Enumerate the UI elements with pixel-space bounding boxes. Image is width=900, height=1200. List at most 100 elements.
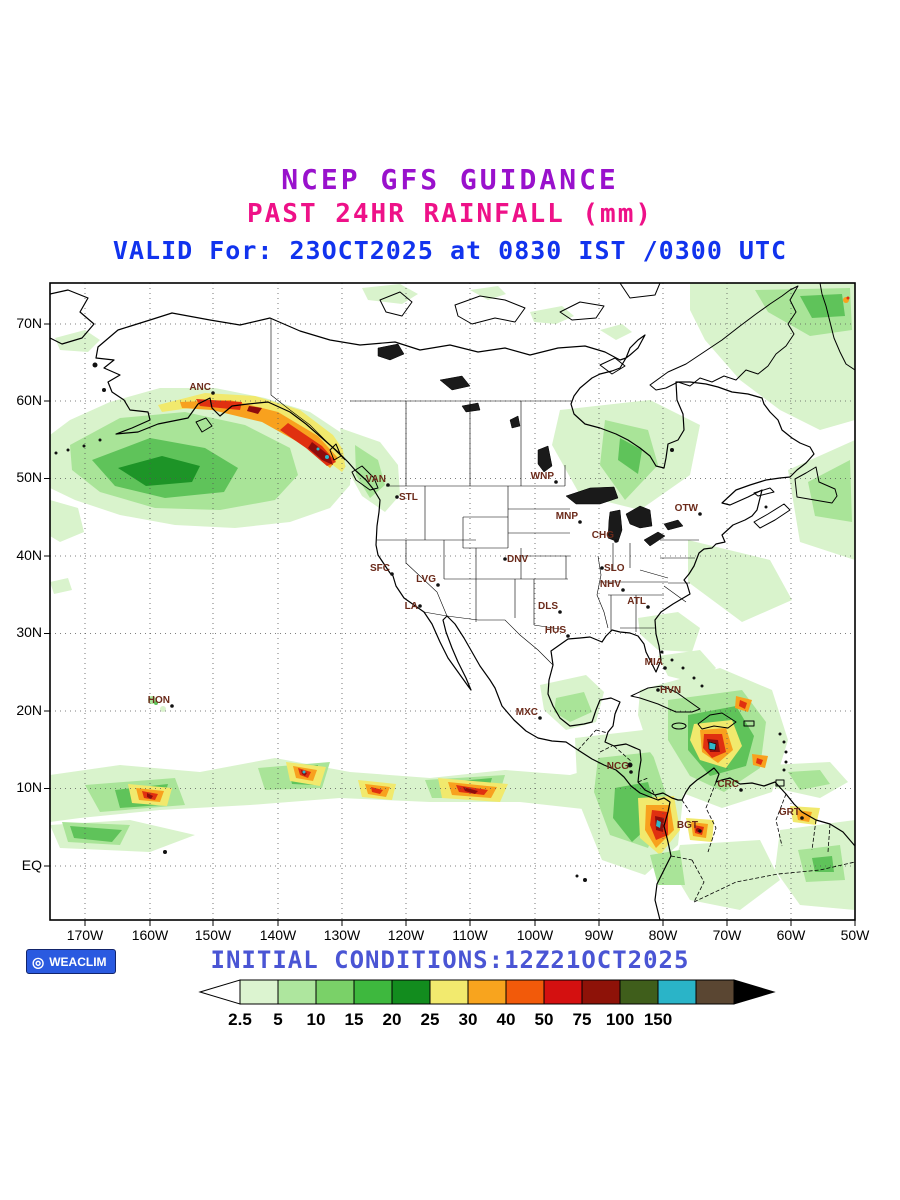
legend-box bbox=[315, 979, 355, 1005]
lon-axis-label: 130W bbox=[324, 927, 361, 943]
initial-conditions-text: INITIAL CONDITIONS:12Z21OCT2025 bbox=[210, 946, 690, 974]
city-label: ATL bbox=[627, 596, 646, 607]
lon-axis-label: 50W bbox=[841, 927, 871, 943]
legend-over-arrow bbox=[733, 979, 776, 1005]
rainfall-legend: 2.5 5 10 15 20 25 30 40 50 75 100 150 bbox=[198, 979, 776, 1029]
city-label: VAN bbox=[366, 474, 386, 485]
lakes bbox=[377, 343, 684, 768]
lon-axis-label: 140W bbox=[260, 927, 297, 943]
lake-michigan bbox=[607, 509, 623, 543]
weaclim-brand-text: WEACLIM bbox=[49, 954, 107, 969]
lat-axis-label: 20N bbox=[16, 702, 42, 718]
city-label: SLO bbox=[604, 563, 625, 574]
page-title: NCEP GFS GUIDANCE bbox=[281, 163, 619, 196]
legend-label: 150 bbox=[644, 1010, 672, 1029]
lat-axis-label: 10N bbox=[16, 779, 42, 795]
legend-label: 40 bbox=[497, 1010, 516, 1029]
city-label: GRT bbox=[779, 807, 800, 818]
legend-box bbox=[543, 979, 583, 1005]
lake-ontario bbox=[663, 519, 684, 531]
lat-axis-label: EQ bbox=[22, 857, 42, 873]
city-label: LVG bbox=[416, 574, 436, 585]
lon-axis-labels: 170W 160W 150W 140W 130W 120W 110W 100W … bbox=[67, 927, 870, 943]
legend-label: 75 bbox=[573, 1010, 592, 1029]
lake-superior bbox=[565, 486, 619, 505]
city-label: WNP bbox=[531, 471, 555, 482]
lon-axis-label: 70W bbox=[713, 927, 743, 943]
cuba bbox=[630, 685, 701, 713]
puerto-rico bbox=[743, 720, 755, 727]
legend-label: 15 bbox=[345, 1010, 364, 1029]
legend-label: 10 bbox=[307, 1010, 326, 1029]
rainfall-shading bbox=[50, 283, 855, 910]
axis-ticks bbox=[44, 323, 856, 926]
lon-axis-label: 110W bbox=[452, 927, 488, 943]
legend-box bbox=[277, 979, 317, 1005]
city-label: MIA bbox=[645, 657, 663, 668]
legend-label: 100 bbox=[606, 1010, 634, 1029]
legend-box bbox=[695, 979, 735, 1005]
lon-axis-label: 150W bbox=[195, 927, 232, 943]
great-slave-lake bbox=[439, 375, 471, 391]
lon-axis-label: 80W bbox=[649, 927, 679, 943]
legend-label: 30 bbox=[459, 1010, 478, 1029]
legend-box bbox=[239, 979, 279, 1005]
city-label: DLS bbox=[538, 601, 558, 612]
weaclim-badge: ◎ WEACLIM bbox=[26, 949, 116, 974]
legend-box bbox=[581, 979, 621, 1005]
islands bbox=[54, 283, 855, 882]
political-boundaries bbox=[270, 318, 855, 903]
lon-axis-label: 120W bbox=[388, 927, 425, 943]
lat-axis-label: 30N bbox=[16, 624, 42, 640]
lake-winnipeg bbox=[537, 445, 553, 473]
lon-axis-label: 160W bbox=[132, 927, 169, 943]
nova-scotia bbox=[753, 503, 791, 529]
city-label: CHG bbox=[592, 530, 614, 541]
lake-huron bbox=[625, 505, 653, 529]
city-label: NHV bbox=[600, 579, 621, 590]
lon-axis-label: 100W bbox=[517, 927, 554, 943]
legend-box bbox=[657, 979, 697, 1005]
map-frame bbox=[49, 282, 856, 921]
jamaica bbox=[671, 722, 687, 730]
lat-axis-label: 50N bbox=[16, 469, 42, 485]
city-label: MNP bbox=[556, 511, 579, 522]
legend-label: 20 bbox=[383, 1010, 402, 1029]
city-label: MXC bbox=[516, 707, 538, 718]
city-label: LA bbox=[405, 601, 418, 612]
legend-label: 50 bbox=[535, 1010, 554, 1029]
legend-box bbox=[391, 979, 431, 1005]
city-label: ANC bbox=[189, 382, 211, 393]
legend-label: 25 bbox=[421, 1010, 440, 1029]
city-label: HUS bbox=[545, 625, 566, 636]
vancouver-island bbox=[351, 465, 379, 491]
city-label: NCG bbox=[607, 761, 629, 772]
kodiak-island bbox=[195, 417, 213, 433]
legend-box bbox=[467, 979, 507, 1005]
page-subtitle: PAST 24HR RAINFALL (mm) bbox=[246, 199, 654, 229]
baffin-island bbox=[649, 285, 799, 391]
lon-axis-label: 60W bbox=[777, 927, 807, 943]
legend-box bbox=[429, 979, 469, 1005]
city-label: STL bbox=[399, 492, 418, 503]
rainfall-map: ANC VAN STL WNP MNP OTW CHG SLO DNV SFC … bbox=[16, 282, 870, 943]
legend-under-arrow bbox=[198, 979, 241, 1005]
lat-axis-label: 70N bbox=[16, 315, 42, 331]
legend-box bbox=[619, 979, 659, 1005]
lat-axis-label: 60N bbox=[16, 392, 42, 408]
lat-axis-label: 40N bbox=[16, 547, 42, 563]
city-label: SFC bbox=[370, 563, 390, 574]
city-label: HVN bbox=[660, 685, 681, 696]
lon-axis-label: 90W bbox=[585, 927, 615, 943]
hispaniola bbox=[697, 712, 737, 730]
greenland-coast bbox=[819, 283, 855, 371]
legend-label: 2.5 bbox=[228, 1010, 252, 1029]
city-label: BGT bbox=[677, 820, 698, 831]
lon-axis-label: 170W bbox=[67, 927, 104, 943]
city-label: CRC bbox=[717, 779, 739, 790]
city-label: HON bbox=[148, 695, 170, 706]
legend-box bbox=[353, 979, 393, 1005]
city-markers: ANC VAN STL WNP MNP OTW CHG SLO DNV SFC … bbox=[148, 382, 804, 833]
legend-labels: 2.5 5 10 15 20 25 30 40 50 75 100 150 bbox=[228, 1010, 672, 1029]
newfoundland bbox=[794, 466, 838, 504]
